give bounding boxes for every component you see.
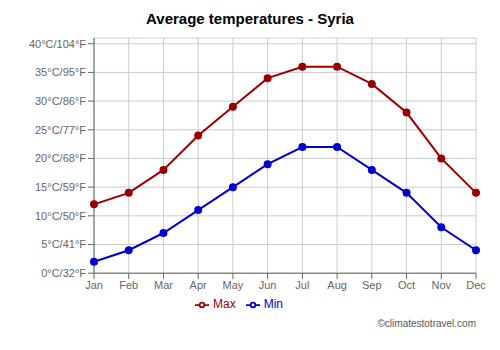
svg-text:Dec: Dec (466, 279, 486, 291)
svg-text:10°C/50°F: 10°C/50°F (35, 210, 86, 222)
svg-text:Sep: Sep (362, 279, 382, 291)
svg-text:Jul: Jul (295, 279, 309, 291)
svg-text:35°C/95°F: 35°C/95°F (35, 66, 86, 78)
svg-text:Aug: Aug (327, 279, 347, 291)
html-text:Min: Min (263, 297, 283, 312)
html-text:Average temperatures - Syria: Average temperatures - Syria (146, 10, 354, 27)
svg-text:5°C/41°F: 5°C/41°F (41, 238, 86, 250)
svg-text:Feb: Feb (119, 279, 138, 291)
html-text:©climatestotravel.com: ©climatestotravel.com (377, 318, 476, 329)
svg-text:30°C/86°F: 30°C/86°F (35, 95, 86, 107)
svg-text:May: May (223, 279, 244, 291)
svg-text:Jan: Jan (85, 279, 103, 291)
svg-text:Jun: Jun (259, 279, 277, 291)
svg-text:40°C/104°F: 40°C/104°F (29, 38, 86, 50)
svg-text:0°C/32°F: 0°C/32°F (41, 267, 86, 279)
svg-text:Oct: Oct (398, 279, 415, 291)
svg-text:Mar: Mar (154, 279, 173, 291)
svg-text:15°C/59°F: 15°C/59°F (35, 181, 86, 193)
svg-text:Apr: Apr (190, 279, 207, 291)
svg-text:25°C/77°F: 25°C/77°F (35, 124, 86, 136)
svg-text:20°C/68°F: 20°C/68°F (35, 152, 86, 164)
svg-text:Nov: Nov (431, 279, 451, 291)
html-text:Max: Max (213, 297, 236, 312)
